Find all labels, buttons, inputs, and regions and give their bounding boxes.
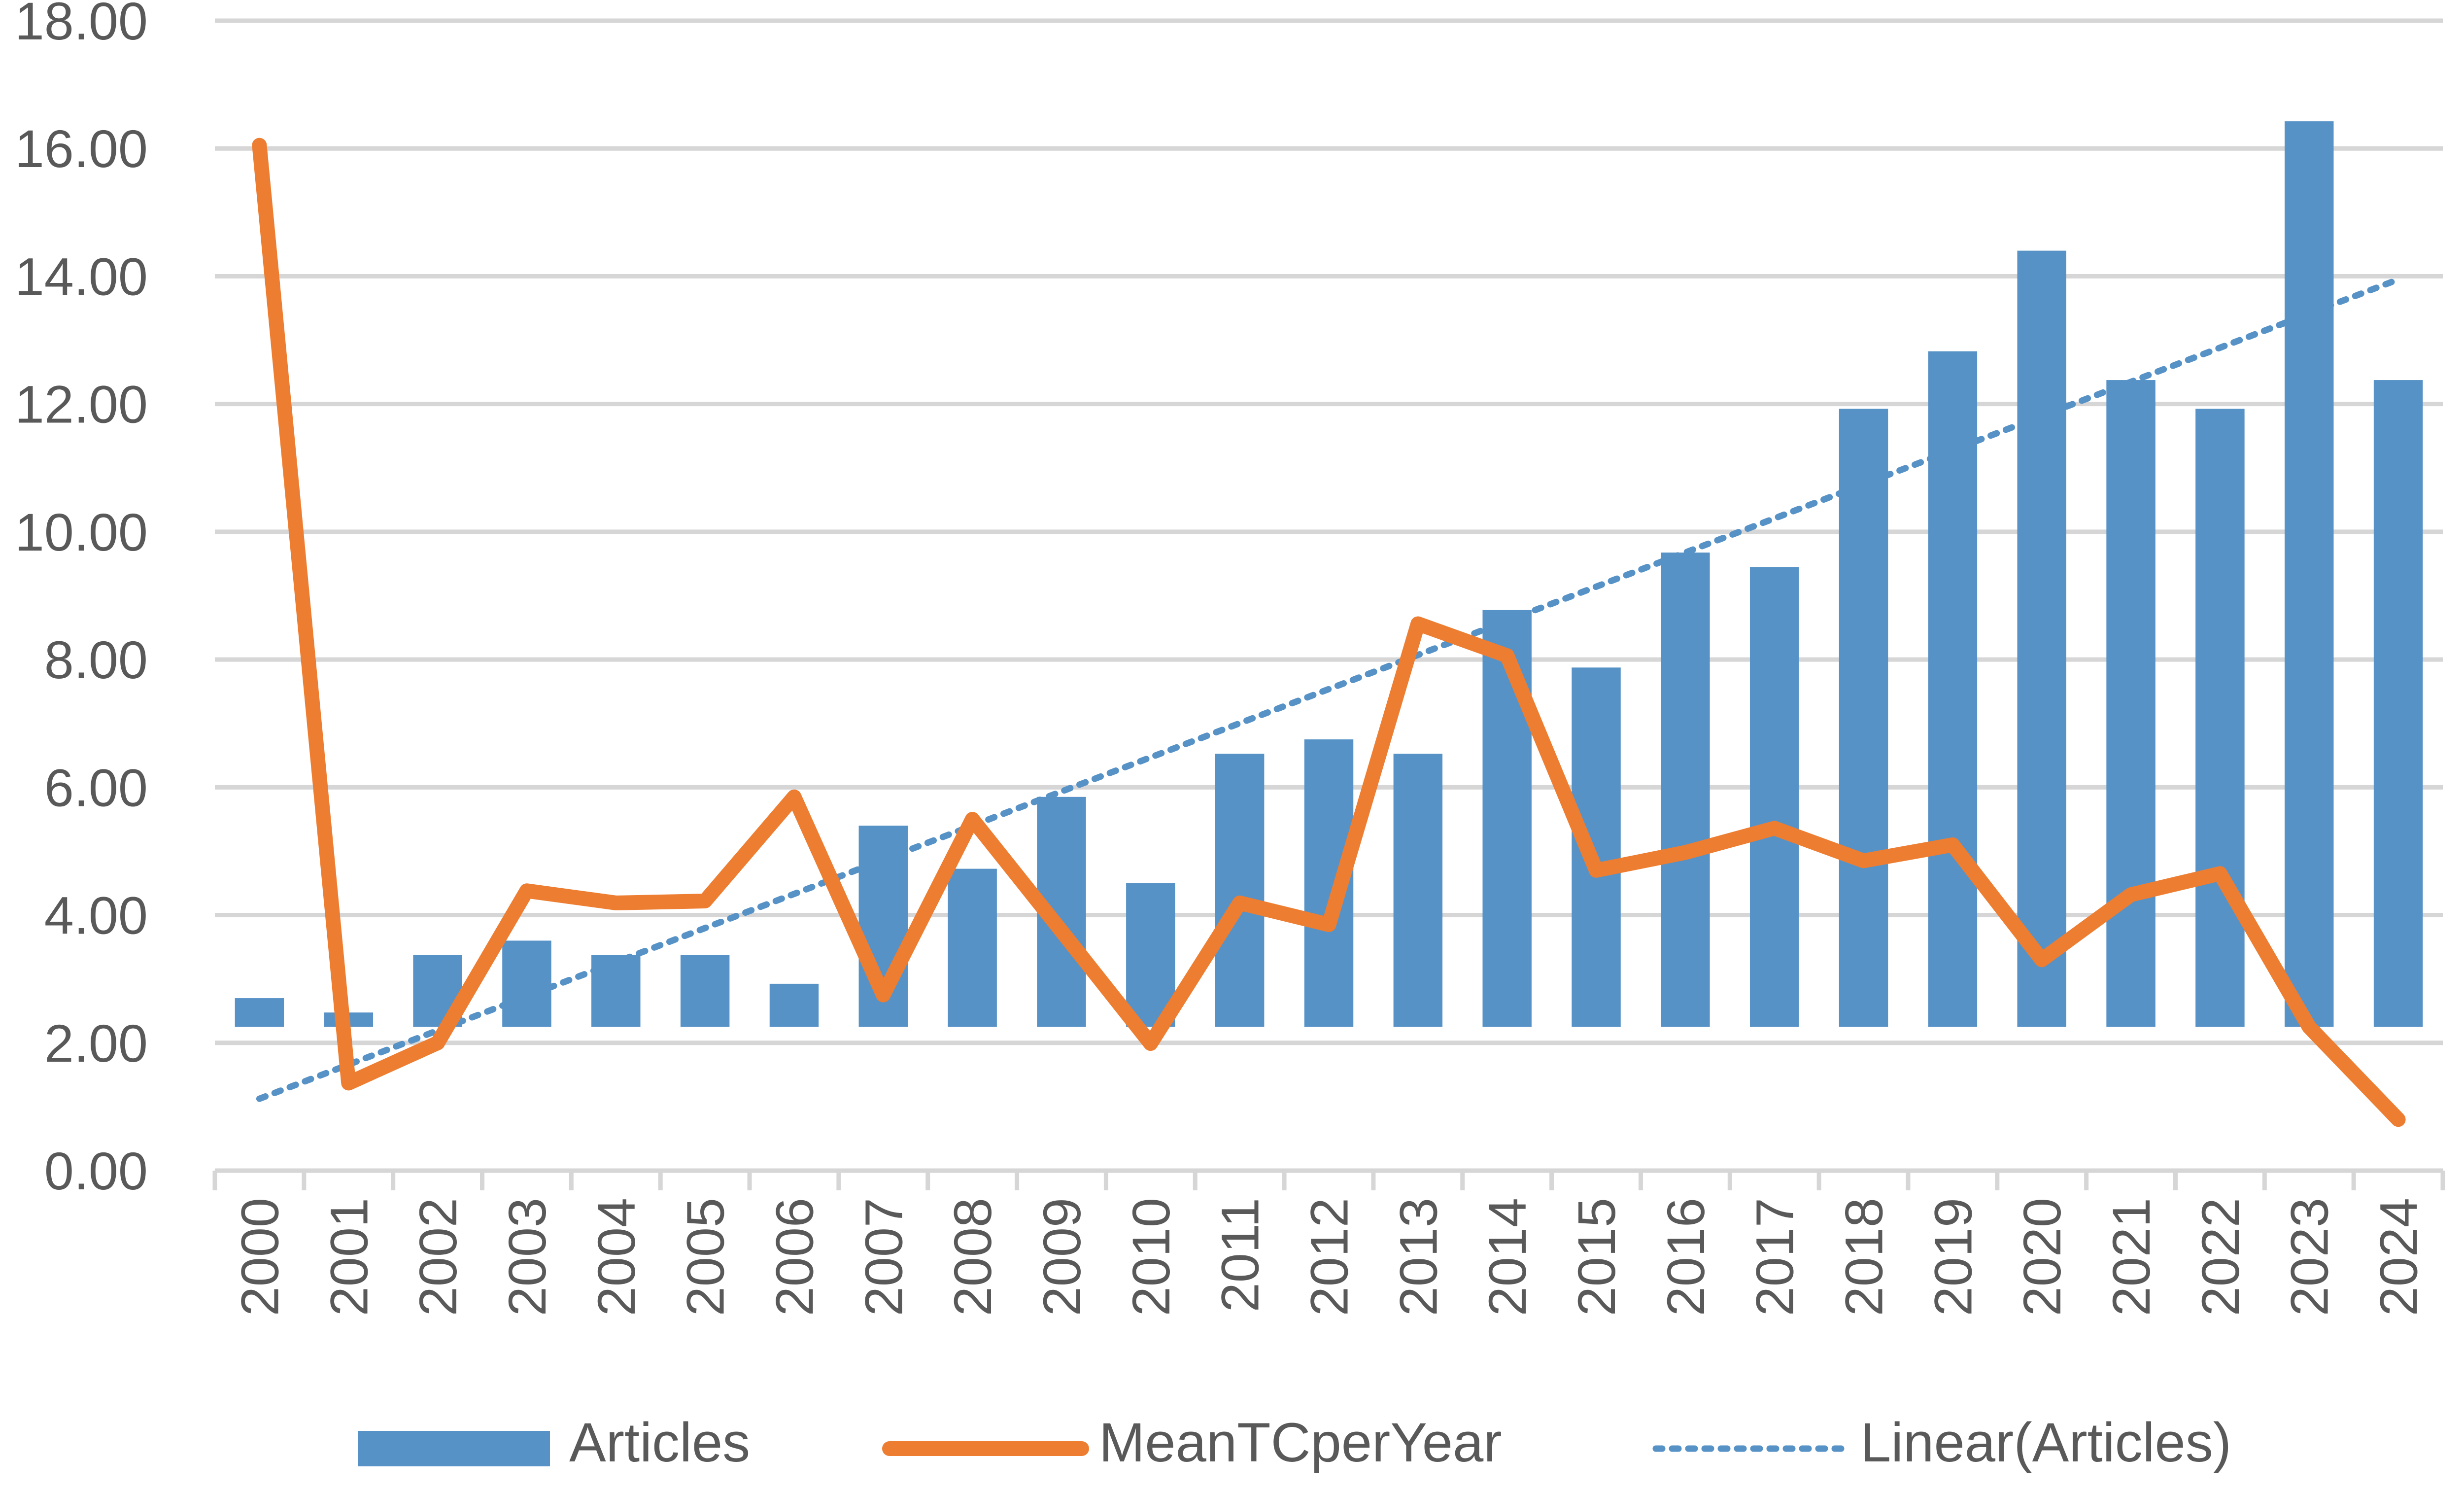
articles-bar — [1215, 754, 1265, 1027]
legend-label-articles: Articles — [569, 1412, 750, 1473]
axes: 0.00 2.00 4.00 6.00 8.00 10.00 12.00 14.00 16.00… — [15, 0, 2445, 1316]
mean-tc-point — [2218, 871, 2222, 876]
x-tick-label: 2021 — [2101, 1198, 2161, 1316]
y-left-tick-label: 12.00 — [15, 375, 148, 434]
legend-item-meantc: MeanTCperYear — [882, 1412, 1502, 1473]
articles-bar — [502, 940, 551, 1027]
mean-tc-point — [1861, 859, 1866, 863]
legend-item-articles: Articles — [358, 1412, 750, 1473]
x-tick-label: 2000 — [230, 1198, 289, 1316]
y-left-tick-label: 4.00 — [44, 886, 148, 945]
mean-tc-point — [1683, 850, 1687, 855]
x-tick-label: 2001 — [319, 1198, 378, 1316]
x-tick-label: 2012 — [1300, 1198, 1359, 1316]
x-tick-label: 2007 — [854, 1198, 913, 1316]
mean-tc-point — [524, 889, 529, 893]
x-tick-label: 2011 — [1210, 1198, 1270, 1312]
x-tick-label: 2018 — [1834, 1198, 1894, 1316]
x-tick-label: 2022 — [2190, 1198, 2250, 1316]
mean-tc-point — [2129, 893, 2133, 897]
x-tick-label: 2015 — [1567, 1198, 1626, 1316]
x-tick-label: 2020 — [2012, 1198, 2072, 1316]
articles-bar — [1928, 351, 1978, 1027]
legend-item-linear: Linear(Articles) — [1652, 1412, 2231, 1473]
y-left-tick-label: 2.00 — [44, 1013, 148, 1073]
mean-tc-point — [881, 993, 886, 997]
mean-tc-point — [2040, 958, 2044, 962]
x-tick-label: 2005 — [676, 1198, 735, 1316]
articles-bar — [2106, 380, 2156, 1027]
x-tick-label: 2023 — [2280, 1198, 2339, 1316]
articles-bar — [1749, 567, 1799, 1027]
articles-bar — [235, 998, 284, 1027]
x-tick-label: 2003 — [497, 1198, 557, 1316]
articles-bar — [1126, 883, 1175, 1027]
x-tick-label: 2008 — [943, 1198, 1002, 1316]
mean-tc-line-layer — [252, 138, 2406, 1127]
articles-bar — [769, 983, 819, 1027]
y-left-tick-label: 6.00 — [44, 758, 148, 817]
mean-tc-point — [970, 817, 975, 822]
mean-tc-point — [703, 899, 707, 903]
mean-tc-point — [257, 143, 262, 147]
mean-tc-point — [346, 1081, 351, 1085]
x-tick-label: 2019 — [1923, 1198, 1983, 1316]
y-left-tick-label: 8.00 — [44, 630, 148, 690]
legend-label-meantc: MeanTCperYear — [1099, 1412, 1502, 1473]
x-tick-label: 2014 — [1477, 1198, 1537, 1316]
articles-bar — [2373, 380, 2423, 1027]
mean-tc-point — [2396, 1117, 2400, 1122]
y-left-tick-label: 10.00 — [15, 502, 148, 562]
y-left-tick-label: 16.00 — [15, 119, 148, 178]
articles-bar — [2017, 250, 2066, 1027]
y-left-tick-label: 18.00 — [15, 0, 148, 51]
mean-tc-point — [1951, 842, 1955, 847]
x-tick-label: 2013 — [1388, 1198, 1448, 1316]
mean-tc-point — [1594, 868, 1599, 872]
gridlines — [215, 18, 2443, 1173]
articles-trendline — [256, 276, 2402, 1102]
x-tick-label: 2016 — [1656, 1198, 1715, 1316]
x-tick-label: 2002 — [408, 1198, 468, 1316]
legend-label-linear: Linear(Articles) — [1860, 1412, 2231, 1473]
articles-bar — [2285, 121, 2334, 1027]
articles-bar — [1661, 553, 1710, 1027]
legend-swatch-articles — [358, 1431, 550, 1466]
y-left-tick-label: 14.00 — [15, 246, 148, 306]
articles-bar — [680, 955, 730, 1027]
trendline-layer — [256, 276, 2402, 1102]
x-tick-label: 2009 — [1032, 1198, 1092, 1316]
mean-tc-point — [1505, 654, 1509, 658]
mean-tc-point — [1772, 826, 1777, 831]
x-tick-label: 2017 — [1745, 1198, 1805, 1316]
articles-bar — [1393, 754, 1443, 1027]
articles-bars — [235, 121, 2423, 1027]
x-tick-label: 2004 — [586, 1198, 646, 1316]
mean-tc-point — [1327, 922, 1331, 927]
legend: Articles MeanTCperYear Linear(Articles) — [358, 1412, 2231, 1473]
y-left-tick-label: 0.00 — [44, 1141, 148, 1201]
x-tick-label: 2010 — [1121, 1198, 1181, 1316]
mean-tc-point — [2307, 1025, 2311, 1029]
mean-tc-point — [436, 1040, 440, 1045]
articles-bar — [2195, 409, 2245, 1027]
mean-tc-point — [792, 795, 796, 799]
mean-tc-point — [614, 901, 618, 905]
mean-tc-point — [1237, 901, 1242, 905]
articles-bar — [948, 868, 997, 1027]
mean-tc-point — [1059, 929, 1063, 933]
mean-tc-point — [1416, 622, 1420, 626]
x-tick-label: 2024 — [2369, 1198, 2429, 1316]
mean-tc-point — [1148, 1041, 1153, 1046]
articles-bar — [1839, 409, 1888, 1027]
x-tick-label: 2006 — [764, 1198, 824, 1316]
